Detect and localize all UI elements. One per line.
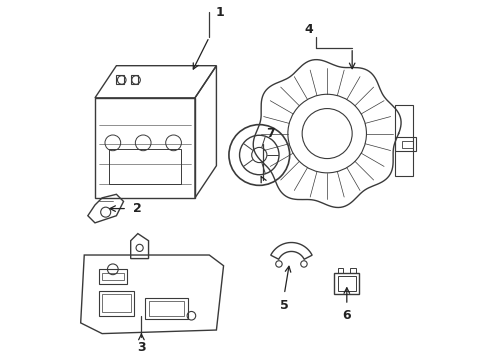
Bar [402, 141, 413, 148]
Bar [338, 267, 343, 273]
Bar [395, 137, 416, 152]
Text: 5: 5 [280, 298, 289, 311]
Bar [338, 276, 356, 291]
Bar [131, 75, 138, 84]
Bar [145, 298, 188, 319]
Text: 7: 7 [266, 127, 274, 140]
Text: 2: 2 [133, 202, 142, 215]
Bar [109, 149, 181, 184]
Bar [98, 291, 134, 316]
Bar [98, 269, 127, 284]
Bar [350, 267, 356, 273]
Text: 3: 3 [137, 341, 146, 354]
Text: 6: 6 [343, 309, 351, 322]
Bar [334, 273, 359, 294]
Text: 4: 4 [305, 23, 314, 36]
Bar [148, 301, 184, 316]
Bar [117, 75, 123, 84]
Text: 1: 1 [216, 6, 224, 19]
Bar [102, 273, 123, 280]
Bar [102, 294, 131, 312]
